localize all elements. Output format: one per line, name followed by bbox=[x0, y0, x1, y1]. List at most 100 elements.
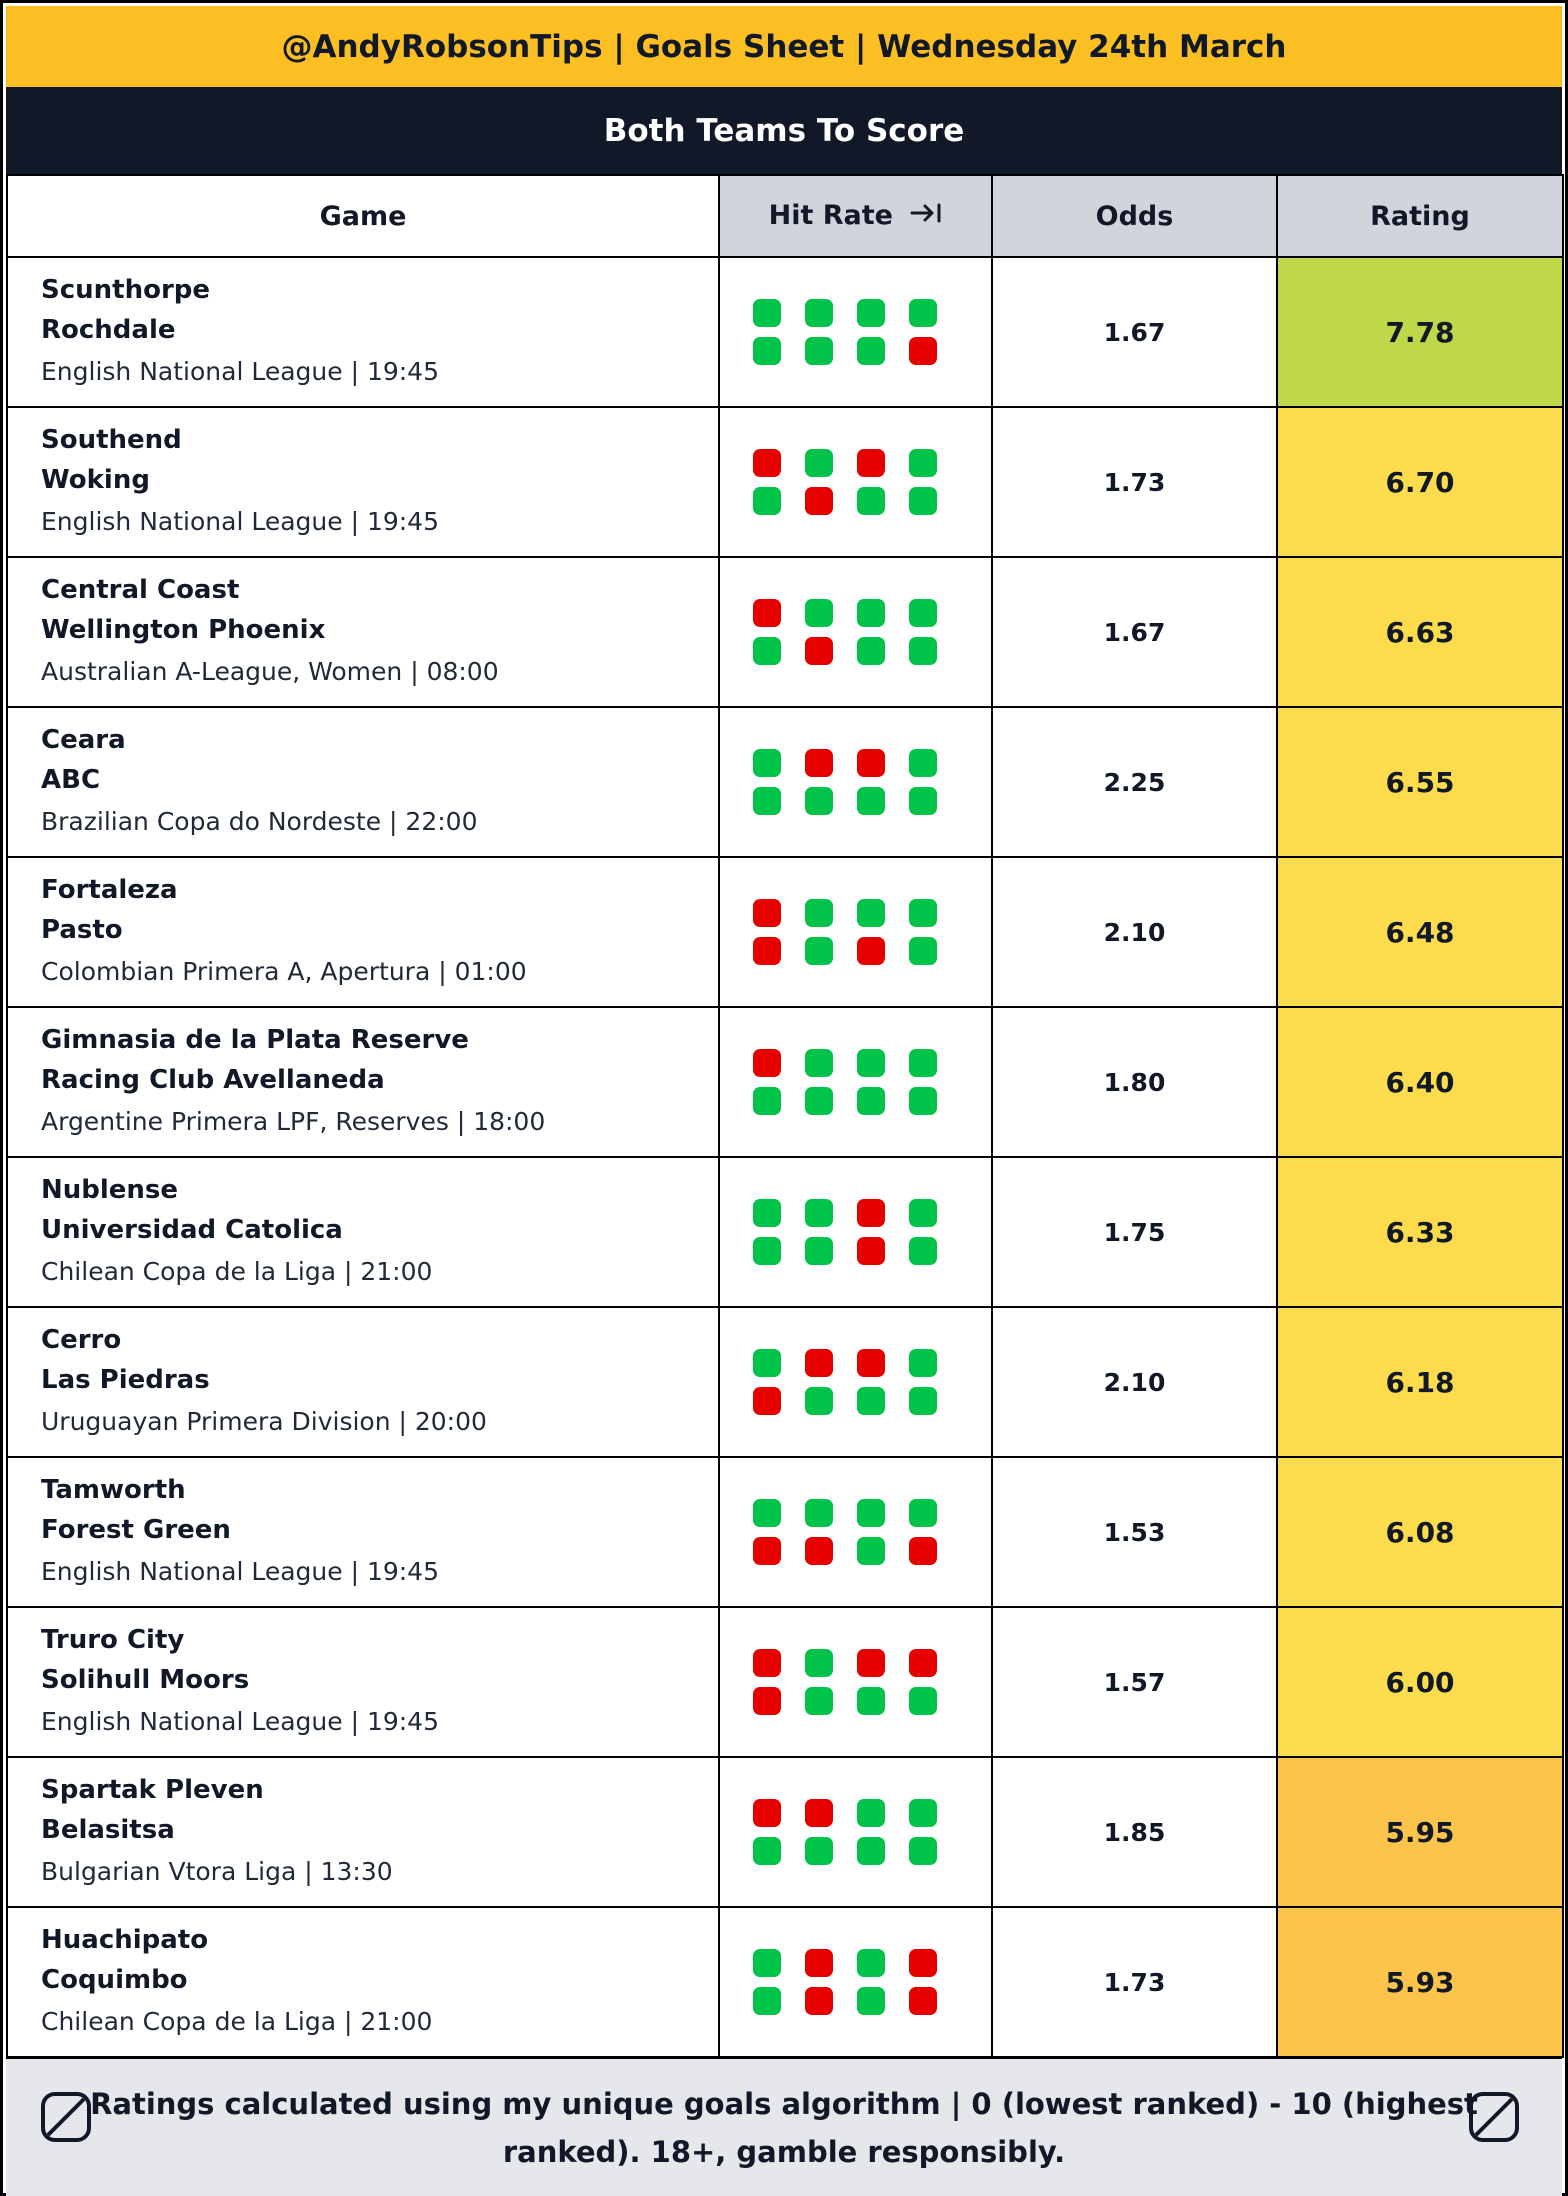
hit-indicator bbox=[857, 899, 885, 927]
hit-indicator bbox=[857, 1049, 885, 1077]
hit-indicator bbox=[857, 1949, 885, 1977]
hit-indicator bbox=[805, 337, 833, 365]
hit-rate-away-row bbox=[753, 787, 991, 815]
league-time: English National League | 19:45 bbox=[41, 357, 439, 386]
hit-indicator bbox=[909, 1237, 937, 1265]
away-team: Forest Green bbox=[41, 1515, 231, 1545]
table-row[interactable]: Huachipato Coquimbo Chilean Copa de la Lig… bbox=[6, 1906, 1564, 2058]
hit-rate-cell bbox=[718, 1006, 993, 1158]
no-entry-18-icon bbox=[38, 2089, 94, 2159]
miss-indicator bbox=[753, 1649, 781, 1677]
miss-indicator bbox=[805, 487, 833, 515]
game-cell: Spartak Pleven Belasitsa Bulgarian Vtora L… bbox=[6, 1756, 720, 1908]
hit-rate-cell bbox=[718, 1606, 993, 1758]
away-team: Belasitsa bbox=[41, 1815, 175, 1845]
hit-indicator bbox=[753, 1199, 781, 1227]
hit-indicator bbox=[805, 1237, 833, 1265]
hit-indicator bbox=[805, 599, 833, 627]
home-team: Nublense bbox=[41, 1175, 179, 1205]
home-team: Cerro bbox=[41, 1325, 122, 1355]
rating-value: 6.08 bbox=[1276, 1456, 1564, 1608]
table-header-row: Game Hit Rate Odds Rati bbox=[6, 174, 1564, 258]
miss-indicator bbox=[857, 1349, 885, 1377]
home-team: Scunthorpe bbox=[41, 275, 211, 305]
column-header-rating: Rating bbox=[1276, 174, 1564, 258]
hit-rate-cell bbox=[718, 556, 993, 708]
miss-indicator bbox=[753, 1799, 781, 1827]
hit-rate-cell bbox=[718, 1156, 993, 1308]
hit-rate-cell bbox=[718, 256, 993, 408]
hit-rate-home-row bbox=[753, 1049, 991, 1077]
miss-indicator bbox=[805, 1799, 833, 1827]
odds-value: 2.10 bbox=[991, 856, 1278, 1008]
miss-indicator bbox=[753, 449, 781, 477]
away-team: Woking bbox=[41, 465, 150, 495]
odds-value: 1.80 bbox=[991, 1006, 1278, 1158]
home-team: Fortaleza bbox=[41, 875, 178, 905]
league-time: English National League | 19:45 bbox=[41, 1707, 439, 1736]
hit-indicator bbox=[753, 637, 781, 665]
table-row[interactable]: Ceara ABC Brazilian Copa do Nordeste | 22:… bbox=[6, 706, 1564, 858]
hit-indicator bbox=[753, 1987, 781, 2015]
hit-indicator bbox=[805, 449, 833, 477]
hit-indicator bbox=[753, 337, 781, 365]
rating-value: 7.78 bbox=[1276, 256, 1564, 408]
game-cell: Gimnasia de la Plata Reserve Racing Club … bbox=[6, 1006, 720, 1158]
column-header-hit-rate[interactable]: Hit Rate bbox=[718, 174, 993, 258]
away-team: Racing Club Avellaneda bbox=[41, 1065, 385, 1095]
miss-indicator bbox=[753, 1049, 781, 1077]
miss-indicator bbox=[857, 749, 885, 777]
hit-indicator bbox=[857, 299, 885, 327]
league-time: Uruguayan Primera Division | 20:00 bbox=[41, 1407, 487, 1436]
hit-indicator bbox=[857, 1687, 885, 1715]
rating-value: 6.70 bbox=[1276, 406, 1564, 558]
table-body: Scunthorpe Rochdale English National Leagu… bbox=[6, 256, 1564, 2058]
hit-indicator bbox=[909, 1687, 937, 1715]
no-entry-18-icon bbox=[1466, 2089, 1522, 2159]
hit-rate-away-row bbox=[753, 1687, 991, 1715]
hit-rate-home-row bbox=[753, 299, 991, 327]
hit-indicator bbox=[909, 787, 937, 815]
hit-indicator bbox=[753, 749, 781, 777]
hit-indicator bbox=[909, 937, 937, 965]
game-cell: Nublense Universidad Catolica Chilean Copa… bbox=[6, 1156, 720, 1308]
table-row[interactable]: Scunthorpe Rochdale English National Leagu… bbox=[6, 256, 1564, 408]
table-row[interactable]: Central Coast Wellington Phoenix Australia… bbox=[6, 556, 1564, 708]
miss-indicator bbox=[805, 1537, 833, 1565]
table-row[interactable]: Fortaleza Pasto Colombian Primera A, Apert… bbox=[6, 856, 1564, 1008]
hit-rate-away-row bbox=[753, 487, 991, 515]
table-row[interactable]: Spartak Pleven Belasitsa Bulgarian Vtora L… bbox=[6, 1756, 1564, 1908]
hit-indicator bbox=[909, 1387, 937, 1415]
league-time: Chilean Copa de la Liga | 21:00 bbox=[41, 2007, 433, 2036]
table-row[interactable]: Gimnasia de la Plata Reserve Racing Club … bbox=[6, 1006, 1564, 1158]
hit-indicator bbox=[857, 1387, 885, 1415]
league-time: Australian A-League, Women | 08:00 bbox=[41, 657, 499, 686]
table-row[interactable]: Tamworth Forest Green English National Lea… bbox=[6, 1456, 1564, 1608]
odds-value: 1.67 bbox=[991, 256, 1278, 408]
rating-value: 6.33 bbox=[1276, 1156, 1564, 1308]
arrow-right-to-bar-icon bbox=[910, 201, 942, 232]
away-team: Las Piedras bbox=[41, 1365, 210, 1395]
miss-indicator bbox=[805, 1949, 833, 1977]
hit-rate-away-row bbox=[753, 1387, 991, 1415]
miss-indicator bbox=[857, 1199, 885, 1227]
rating-value: 5.95 bbox=[1276, 1756, 1564, 1908]
table-row[interactable]: Southend Woking English National League | … bbox=[6, 406, 1564, 558]
table-row[interactable]: Nublense Universidad Catolica Chilean Copa… bbox=[6, 1156, 1564, 1308]
miss-indicator bbox=[753, 599, 781, 627]
hit-indicator bbox=[909, 899, 937, 927]
hit-rate-away-row bbox=[753, 1537, 991, 1565]
hit-indicator bbox=[753, 1349, 781, 1377]
league-time: Brazilian Copa do Nordeste | 22:00 bbox=[41, 807, 478, 836]
hit-indicator bbox=[909, 1499, 937, 1527]
league-time: Bulgarian Vtora Liga | 13:30 bbox=[41, 1857, 393, 1886]
section-title: Both Teams To Score bbox=[603, 112, 965, 149]
hit-rate-away-row bbox=[753, 1237, 991, 1265]
hit-indicator bbox=[857, 1499, 885, 1527]
table-row[interactable]: Cerro Las Piedras Uruguayan Primera Divisi… bbox=[6, 1306, 1564, 1458]
hit-indicator bbox=[805, 1049, 833, 1077]
hit-indicator bbox=[909, 599, 937, 627]
hit-indicator bbox=[805, 1087, 833, 1115]
hit-rate-cell bbox=[718, 1306, 993, 1458]
table-row[interactable]: Truro City Solihull Moors English National… bbox=[6, 1606, 1564, 1758]
